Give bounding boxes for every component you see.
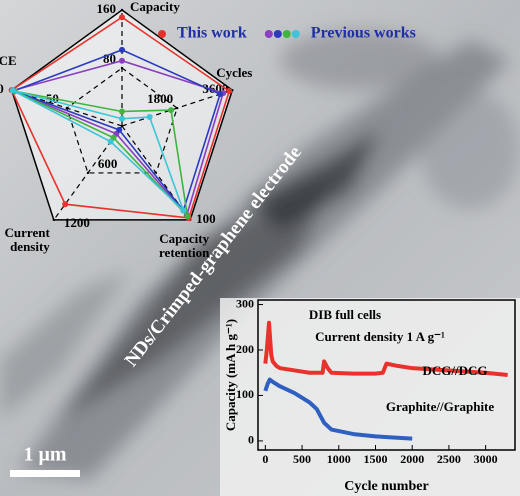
legend-swatch (158, 30, 166, 38)
radar-tick-label: 100 (196, 211, 216, 226)
y-tick-label: 0 (248, 433, 254, 447)
tem-structures (0, 30, 520, 480)
radar-tick (120, 66, 124, 70)
radar-series (12, 89, 185, 212)
y-tick-label: 100 (236, 387, 254, 401)
radar-tick (175, 106, 179, 110)
radar-point (217, 91, 224, 98)
x-tick-label: 1500 (363, 452, 387, 466)
series-line (263, 377, 413, 441)
radar-axis-name: Cycles (216, 65, 252, 80)
chart-subtitle: Current density 1 A g⁻¹ (315, 329, 445, 344)
chart-title: DIB full cells (309, 307, 381, 322)
radar-point (9, 87, 16, 94)
radar-axis-name: CE (0, 53, 17, 68)
legend-label: This work (177, 25, 247, 42)
radar-point (107, 138, 114, 145)
x-tick-label: 3000 (474, 452, 498, 466)
y-tick-label: 200 (236, 342, 254, 356)
radar-point (168, 107, 175, 114)
radar-axis-name-line: Capacity (159, 231, 209, 246)
inset-background (220, 298, 520, 496)
radar-point (119, 14, 125, 21)
legend-swatch (264, 30, 273, 38)
legend-swatch (291, 30, 300, 38)
series-label: Graphite//Graphite (386, 399, 495, 414)
radar-tick-label: 1800 (147, 91, 173, 106)
scale-bar-label: 1 μm (24, 444, 67, 466)
radar-tick-label: 1200 (64, 215, 90, 230)
radar-series (14, 90, 189, 219)
radar-tick (52, 218, 56, 222)
radar-point (116, 126, 123, 133)
radar-point (119, 57, 125, 64)
y-axis-label: Capacity (mA h g⁻¹) (223, 319, 238, 431)
legend-swatch (282, 30, 291, 38)
radar-axis-name: Capacity retention (159, 231, 210, 260)
legend-swatch (273, 30, 282, 38)
radar-tick (86, 171, 90, 175)
series-label: DCG//DCG (423, 363, 488, 378)
x-tick-label: 1000 (327, 452, 351, 466)
radar-axis-name-line: Current (5, 225, 51, 240)
radar-point (184, 213, 191, 220)
radar-tick-label: 600 (98, 156, 118, 171)
radar-tick-label: 100 (0, 81, 4, 96)
radar-series (10, 16, 231, 219)
radar-point (226, 88, 233, 95)
radar-point (62, 201, 69, 208)
radar-axis-name-line: retention (159, 245, 210, 260)
y-tick-label: 300 (236, 296, 254, 310)
x-axis-label: Cycle number (344, 479, 428, 494)
radar-inner-ring (66, 67, 178, 174)
radar-tick (65, 106, 69, 110)
radar-tick (120, 8, 124, 12)
radar-point (119, 108, 125, 115)
radar-axis-name: Capacity (130, 0, 180, 14)
radar-point (180, 207, 187, 214)
scale-bar (10, 470, 80, 477)
radar-tick-label: 80 (103, 51, 116, 66)
x-tick-label: 500 (293, 452, 311, 466)
radar-point (146, 114, 153, 121)
legend-label: Previous works (311, 25, 416, 42)
radar-point (119, 115, 125, 122)
radar-axis (121, 125, 191, 221)
x-tick-label: 0 (262, 452, 268, 466)
radar-tick-label: 160 (97, 1, 117, 16)
radar-series (11, 49, 222, 213)
radar-axis-name: Current density (5, 225, 51, 254)
x-tick-label: 2500 (437, 452, 461, 466)
x-tick-label: 2000 (400, 452, 424, 466)
plot-frame (257, 299, 516, 451)
radar-point (119, 46, 125, 53)
radar-axis-name-line: density (10, 239, 50, 254)
series-line (263, 320, 508, 377)
